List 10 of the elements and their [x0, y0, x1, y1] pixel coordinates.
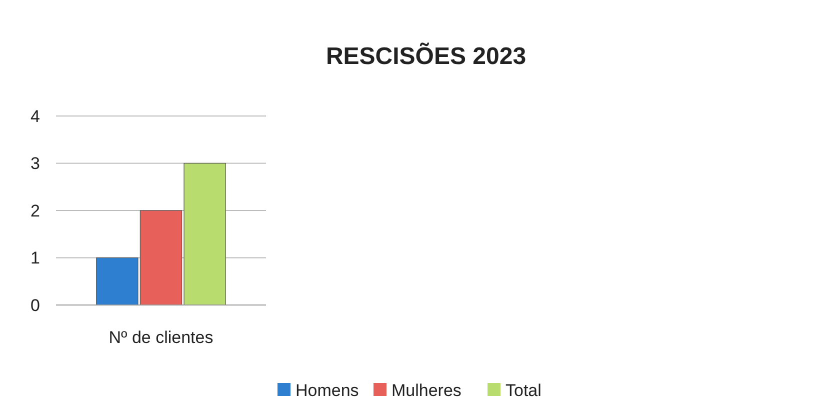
y-tick-label: 2: [30, 201, 40, 220]
y-tick-label: 3: [30, 154, 40, 174]
legend-label: Mulheres: [392, 380, 462, 400]
text: RESCISÕES 2023: [326, 42, 526, 70]
x-tick-label: Nº de clientes: [108, 328, 214, 347]
legend-label: Total: [506, 380, 542, 400]
y-tick-label: 0: [30, 296, 40, 315]
legend-label: Homens: [296, 380, 359, 400]
y-tick-label: 4: [30, 106, 40, 126]
y-tick-label: 1: [30, 248, 40, 268]
